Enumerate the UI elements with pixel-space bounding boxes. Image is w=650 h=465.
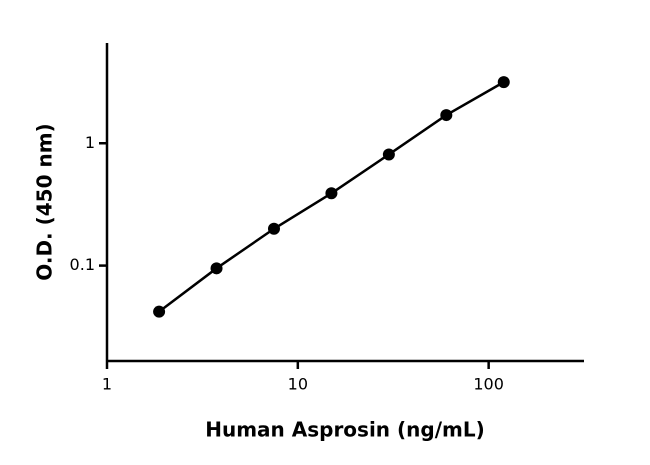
data-point: [440, 109, 453, 122]
x-tick-label: 10: [288, 375, 308, 394]
data-point: [497, 76, 510, 89]
y-tick-label: 1: [85, 133, 95, 152]
data-point: [325, 187, 338, 200]
x-tick-label: 100: [473, 375, 504, 394]
y-tick-label: 0.1: [70, 255, 95, 274]
data-point: [210, 262, 223, 275]
data-point: [382, 148, 395, 161]
y-axis-label: O.D. (450 nm): [33, 123, 57, 280]
data-point: [153, 305, 166, 318]
x-axis-label: Human Asprosin (ng/mL): [205, 418, 485, 442]
data-point: [267, 222, 280, 235]
x-tick-label: 1: [102, 375, 112, 394]
